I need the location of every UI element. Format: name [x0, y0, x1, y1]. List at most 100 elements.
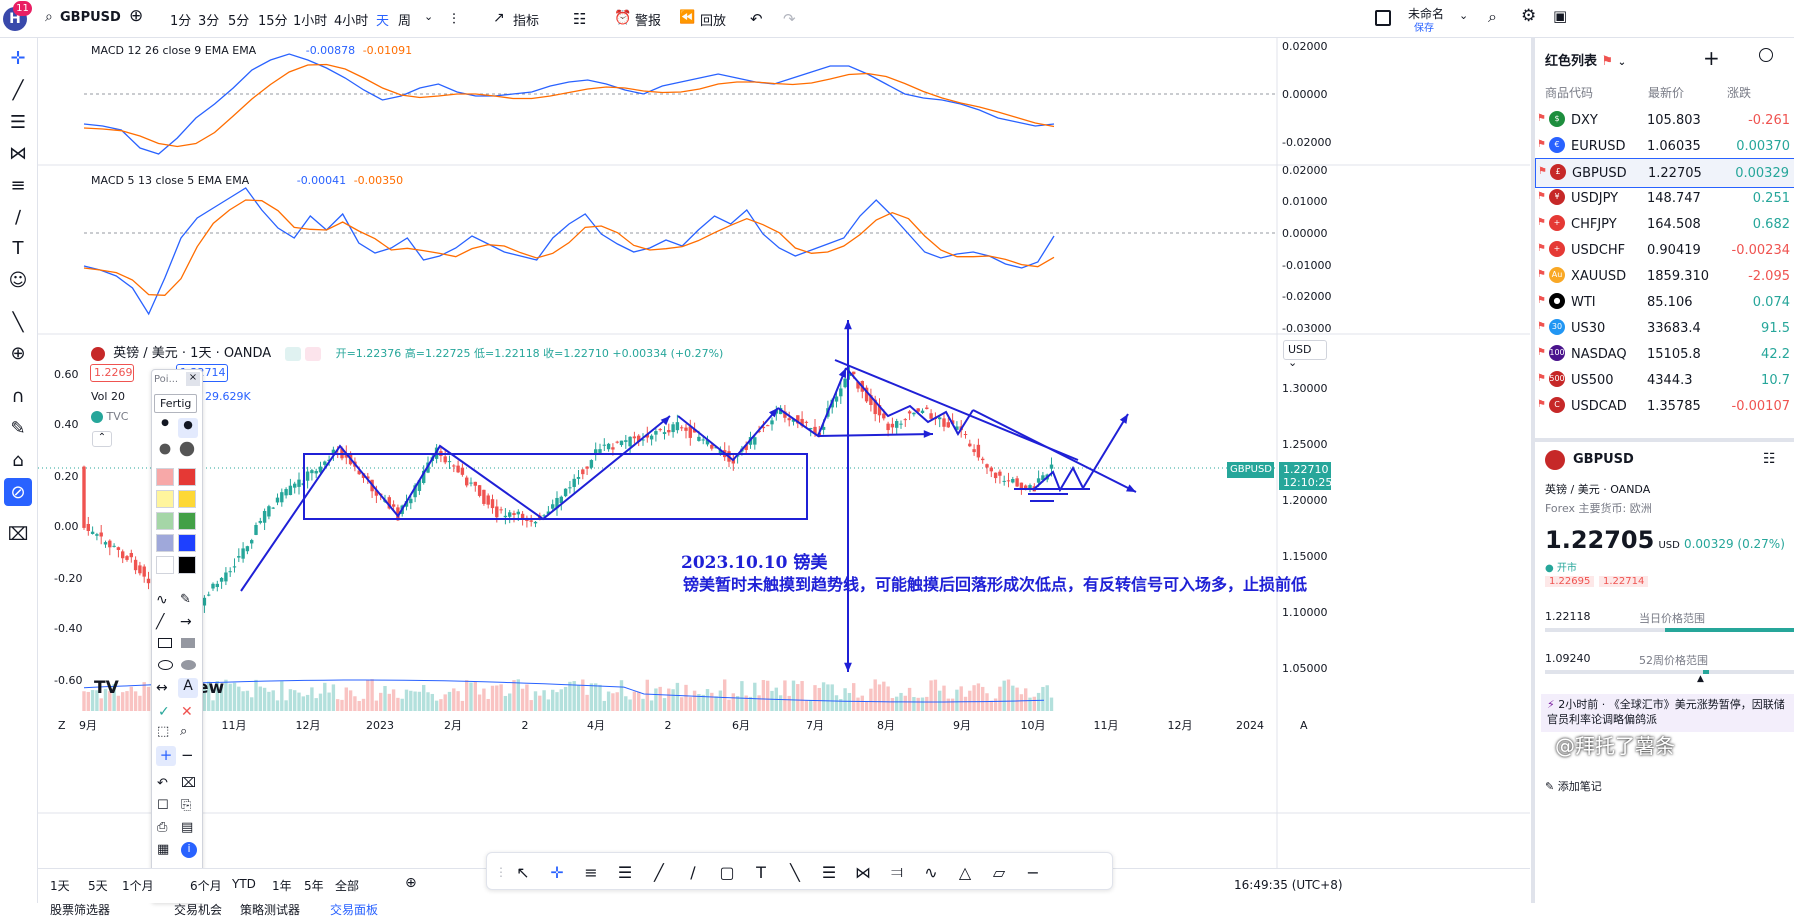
forecast-tool-icon[interactable]: ⫤	[890, 862, 904, 881]
trend-line-icon[interactable]: ╱	[12, 79, 24, 101]
brush-tool-icon[interactable]: ╲	[790, 862, 800, 882]
drawing-style-panel[interactable]: Poi... × Fertig ● ● ∿ ✎ ╱ → ↔ A ✓ ✕ ⬚ ⌕ …	[151, 369, 203, 903]
ruler-icon[interactable]: ╲	[12, 311, 24, 333]
range-button-6[interactable]: 5年	[304, 879, 324, 893]
minus-icon[interactable]: −	[181, 746, 194, 764]
color-swatch[interactable]	[156, 468, 174, 486]
bottom-tab-1[interactable]: 交易机会	[174, 903, 223, 917]
col-symbol[interactable]: 商品代码	[1545, 86, 1594, 100]
text-a-icon[interactable]: A	[178, 678, 198, 698]
alert-icon[interactable]: ⏰	[614, 10, 632, 26]
trash-icon[interactable]: ⌧	[7, 523, 29, 545]
alert-button[interactable]: 警报	[635, 14, 662, 29]
ellipse-fill-icon[interactable]	[181, 660, 196, 670]
interval-6[interactable]: 天	[376, 14, 390, 29]
emoji-icon[interactable]: ☺	[8, 269, 28, 291]
magnet-icon[interactable]: ∩	[11, 385, 25, 407]
range-button-1[interactable]: 5天	[88, 879, 108, 893]
zoom-in-icon[interactable]: ⊕	[10, 342, 26, 364]
annotation-title[interactable]: 2023.10.10 镑美	[681, 553, 828, 573]
replay-icon[interactable]: ⏪	[679, 10, 696, 25]
horizontal-lines-icon[interactable]: ☰	[9, 111, 27, 133]
indicators-button[interactable]: 指标	[513, 14, 540, 29]
search-icon[interactable]: ⌕	[45, 9, 53, 25]
watchlist-row[interactable]: ⚑ € EURUSD 1.06035 0.00370	[1535, 132, 1794, 162]
tvc-legend[interactable]: TVC	[91, 410, 128, 423]
settings-gear-icon[interactable]: ⚙	[1521, 6, 1537, 26]
color-swatch[interactable]	[156, 534, 174, 552]
add-symbol-plus-icon[interactable]: +	[1703, 46, 1720, 70]
text-tool-icon[interactable]: T	[12, 237, 24, 259]
col-change[interactable]: 涨跌	[1727, 86, 1752, 100]
brush-icon[interactable]: ∕	[14, 206, 22, 228]
color-swatch[interactable]	[156, 556, 174, 574]
watchlist-row[interactable]: ⚑ + USDCHF 0.90419 -0.00234	[1535, 236, 1794, 266]
interval-3[interactable]: 15分	[258, 14, 288, 29]
dot-xlarge-icon[interactable]	[179, 441, 195, 457]
trash-small-icon[interactable]: ⌧	[181, 776, 196, 791]
watchlist-row[interactable]: ⚑ Au XAUUSD 1859.310 -2.095	[1535, 262, 1794, 292]
double-arrow-icon[interactable]: ↔	[156, 680, 168, 696]
fib-tool-icon[interactable]: ☰	[821, 862, 837, 882]
watchlist-row[interactable]: ⚑ ● WTI 85.106 0.074	[1535, 288, 1794, 318]
save-disk-icon[interactable]: ▤	[181, 820, 194, 835]
add-symbol-icon[interactable]: ⊕	[129, 6, 144, 26]
lock-icon[interactable]: ⌂	[12, 449, 24, 471]
crosshair-icon[interactable]: ✛	[10, 47, 26, 69]
detail-symbol[interactable]: GBPUSD	[1573, 452, 1634, 467]
interval-0[interactable]: 1分	[170, 14, 192, 29]
replay-button[interactable]: 回放	[700, 14, 727, 29]
col-last[interactable]: 最新价	[1648, 86, 1685, 100]
line-icon[interactable]: ╱	[156, 614, 165, 630]
news-item[interactable]: ⚡ 2小时前 · 《全球汇市》美元涨势暂停，因联储官员利率论调略偏鸽派	[1541, 694, 1794, 732]
panel-close-icon[interactable]: ×	[186, 372, 200, 386]
annotation-text[interactable]: 镑美暂时未触摸到趋势线，可能触摸后回落形成次低点，有反转信号可入场多，止损前低	[683, 575, 1308, 594]
layout-icon[interactable]	[1375, 10, 1391, 26]
horizontal-line-tool-icon[interactable]: −	[1026, 862, 1040, 882]
pattern-icon[interactable]: ⋈	[9, 142, 27, 164]
range-button-5[interactable]: 1年	[272, 879, 292, 893]
info-icon[interactable]: i	[181, 842, 197, 858]
bottom-tab-3[interactable]: 交易面板	[330, 903, 379, 917]
watchlist-row[interactable]: ⚑ 500 US500 4344.3 10.7	[1535, 366, 1794, 396]
print-icon[interactable]: ⎙	[157, 820, 168, 835]
wave-tool-icon[interactable]: ∿	[924, 862, 938, 882]
ellipse-outline-icon[interactable]	[158, 660, 173, 670]
drag-handle-icon[interactable]: ⋮	[495, 865, 507, 879]
bid-box[interactable]: 1.22696	[90, 364, 134, 382]
watchlist-row[interactable]: ⚑ 100 NASDAQ 15105.8 42.2	[1535, 340, 1794, 370]
rectangle-tool-icon[interactable]: ▢	[719, 862, 735, 882]
range-button-7[interactable]: 全部	[335, 879, 360, 893]
color-swatch[interactable]	[178, 490, 196, 508]
fib-icon[interactable]: ≡	[10, 174, 26, 196]
cursor-arrow-icon[interactable]: ↖	[516, 862, 530, 882]
macd2-legend[interactable]: MACD 5 13 close 5 EMA EMA -0.00041 -0.00…	[91, 174, 403, 187]
interval-5[interactable]: 4小时	[334, 14, 369, 29]
panel-header[interactable]: Poi...	[154, 374, 179, 385]
indicators-icon[interactable]: ↗	[493, 10, 505, 26]
watchlist-row[interactable]: ⚑ C USDCAD 1.35785 -0.00107	[1535, 392, 1794, 422]
watchlist-row[interactable]: ⚑ $ DXY 105.803 -0.261	[1535, 106, 1794, 136]
camera-icon[interactable]: ▣	[1553, 7, 1568, 25]
path-tool-icon[interactable]: ╱	[654, 862, 664, 882]
quick-search-icon[interactable]: ⌕	[1488, 7, 1497, 26]
confirm-check-icon[interactable]: ✓	[158, 704, 170, 720]
curve-icon[interactable]: ∿	[156, 592, 168, 608]
candle-type-icon[interactable]: ⫶	[452, 10, 456, 28]
range-button-3[interactable]: 6个月	[190, 879, 222, 893]
chart-area[interactable]: 0.02000 0.00000 -0.02000 0.02000 0.01000 0.0…	[38, 38, 1530, 868]
dot-medium-icon[interactable]: ●	[178, 418, 198, 438]
bottom-tab-2[interactable]: 策略测试器	[240, 903, 301, 917]
rays-tool-icon[interactable]: ☰	[617, 862, 633, 882]
lines-tool-icon[interactable]: ≡	[584, 862, 598, 882]
goto-date-icon[interactable]: ⊕	[405, 875, 417, 891]
dropdown-chevron-icon[interactable]: ⌄	[1617, 57, 1627, 68]
select-area-icon[interactable]: ⬚	[157, 724, 170, 739]
pencil-lock-icon[interactable]: ✎	[10, 417, 26, 439]
detail-name[interactable]: 英镑 / 美元	[1545, 483, 1600, 496]
watchlist-row[interactable]: ⚑ £ GBPUSD 1.22705 0.00329	[1535, 158, 1794, 188]
currency-select[interactable]: USD ⌄	[1283, 340, 1327, 369]
clock-time[interactable]: 16:49:35 (UTC+8)	[1234, 878, 1343, 892]
main-legend[interactable]: 英镑 / 美元 · 1天 · OANDA 开=1.22376 高=1.22725…	[91, 342, 723, 361]
